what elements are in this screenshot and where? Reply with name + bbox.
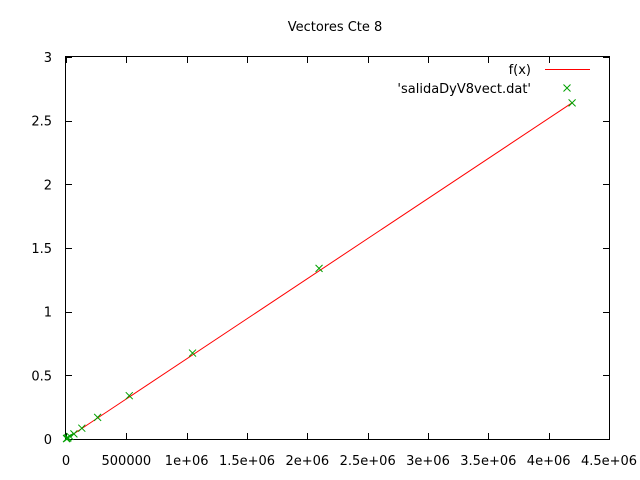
y-axis: 0 0.5 1 1.5 2 2.5 3	[31, 51, 609, 448]
y-tick-label: 3	[44, 51, 52, 66]
y-tick-label: 0	[44, 433, 52, 448]
x-tick-label: 4e+06	[527, 454, 571, 469]
x-tick-label: 2.5e+06	[340, 454, 396, 469]
data-point	[77, 424, 86, 433]
legend: f(x) 'salidaDyV8vect.dat'	[397, 63, 590, 97]
series-layer	[62, 98, 576, 443]
data-point	[188, 349, 197, 357]
y-tick-label: 1.5	[31, 242, 52, 257]
x-tick-label: 1.5e+06	[219, 454, 275, 469]
data-point	[125, 391, 134, 400]
plot-frame	[65, 56, 610, 440]
y-tick-label: 2.5	[31, 115, 52, 130]
x-tick-label: 4.5e+06	[581, 454, 637, 469]
x-tick-label: 3e+06	[406, 454, 450, 469]
legend-swatch-marker	[563, 84, 571, 92]
data-point	[70, 430, 78, 438]
series-line-fx	[65, 102, 573, 440]
data-point	[93, 413, 102, 422]
x-tick-label: 3.5e+06	[460, 454, 516, 469]
x-tick-label: 1e+06	[165, 454, 209, 469]
legend-label: 'salidaDyV8vect.dat'	[397, 82, 531, 97]
x-axis: 0 500000 1e+06 1.5e+06 2e+06 2.5e+06 3e+06 3.5e…	[62, 57, 637, 469]
x-tick-label: 500000	[102, 454, 152, 469]
x-tick-label: 2e+06	[285, 454, 329, 469]
data-point	[568, 98, 576, 107]
y-tick-label: 2	[44, 178, 52, 193]
data-point	[66, 432, 74, 441]
legend-label: f(x)	[509, 63, 531, 78]
data-point	[315, 264, 323, 273]
y-tick-label: 0.5	[31, 369, 52, 384]
y-tick-label: 1	[44, 306, 52, 321]
x-tick-label: 0	[62, 454, 70, 469]
chart-title: Vectores Cte 8	[288, 20, 383, 35]
